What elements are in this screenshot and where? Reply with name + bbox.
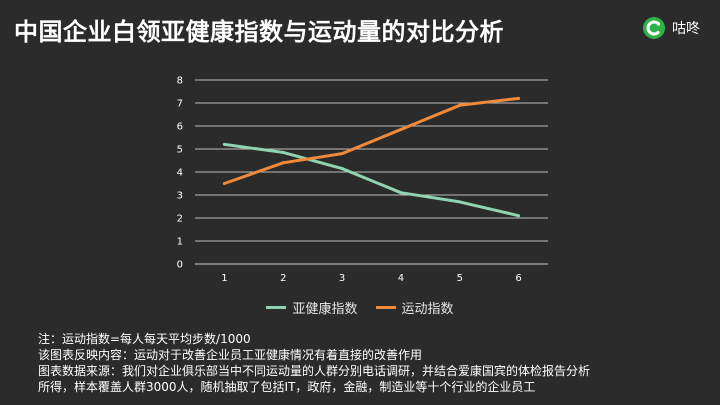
legend-label-subhealth: 亚健康指数: [292, 302, 358, 317]
note-conclusion: 该图表反映内容：运动对于改善企业员工亚健康情况有着直接的改善作用: [38, 348, 423, 362]
data-point-subhealth-1: [222, 142, 226, 146]
y-tick-label-5: 5: [177, 145, 183, 156]
data-point-exercise-5: [458, 103, 462, 107]
legend-item-exercise: 运动指数: [375, 298, 454, 317]
brand: 咕咚: [642, 16, 700, 40]
data-point-subhealth-2: [281, 150, 285, 154]
data-point-subhealth-4: [399, 191, 403, 195]
x-tick-label-4: 4: [398, 273, 404, 284]
legend-item-subhealth: 亚健康指数: [266, 298, 358, 317]
y-tick-label-6: 6: [177, 122, 183, 133]
legend-swatch-exercise: [375, 306, 396, 309]
y-tick-label-1: 1: [177, 237, 183, 248]
data-point-subhealth-3: [340, 167, 344, 171]
data-point-exercise-4: [399, 127, 403, 131]
series-line-exercise: [222, 96, 521, 185]
brand-logo-icon: [643, 17, 665, 39]
y-tick-label-8: 8: [177, 76, 183, 87]
data-point-exercise-3: [340, 152, 344, 156]
data-point-exercise-6: [517, 96, 521, 100]
y-tick-label-4: 4: [177, 168, 183, 179]
footnotes: 注：运动指数=每人每天平均步数/1000 该图表反映内容：运动对于改善企业员工亚…: [38, 331, 590, 395]
brand-name: 咕咚: [672, 21, 700, 37]
data-point-exercise-2: [281, 161, 285, 165]
note-source-continued: 所得，样本覆盖人群3000人，随机抽取了包括IT，政府，金融，制造业等十个行业的…: [38, 380, 536, 394]
x-tick-label-3: 3: [339, 273, 345, 284]
y-tick-label-7: 7: [177, 99, 183, 110]
page-title: 中国企业白领亚健康指数与运动量的对比分析: [14, 18, 504, 46]
y-tick-label-0: 0: [177, 260, 183, 271]
note-formula: 注：运动指数=每人每天平均步数/1000: [38, 332, 251, 346]
x-tick-label-5: 5: [457, 273, 463, 284]
legend-label-exercise: 运动指数: [401, 302, 454, 317]
note-source: 图表数据来源：我们对企业俱乐部当中不同运动量的人群分别电话调研，并结合爱康国宾的…: [38, 364, 591, 378]
data-point-exercise-1: [222, 182, 226, 185]
legend-swatch-subhealth: [266, 306, 287, 309]
x-tick-label-1: 1: [221, 273, 227, 284]
x-tick-label-2: 2: [280, 273, 286, 284]
chart-legend: 亚健康指数 运动指数: [0, 298, 720, 317]
data-point-subhealth-5: [458, 200, 462, 204]
y-tick-label-2: 2: [177, 214, 183, 225]
series-line-subhealth: [222, 142, 521, 218]
line-chart: 0 1 2 3 4 5 6 7 8 1 2 3 4 5 6: [177, 76, 548, 284]
data-point-subhealth-6: [517, 214, 521, 218]
x-tick-label-6: 6: [515, 273, 521, 284]
y-tick-label-3: 3: [177, 191, 183, 202]
